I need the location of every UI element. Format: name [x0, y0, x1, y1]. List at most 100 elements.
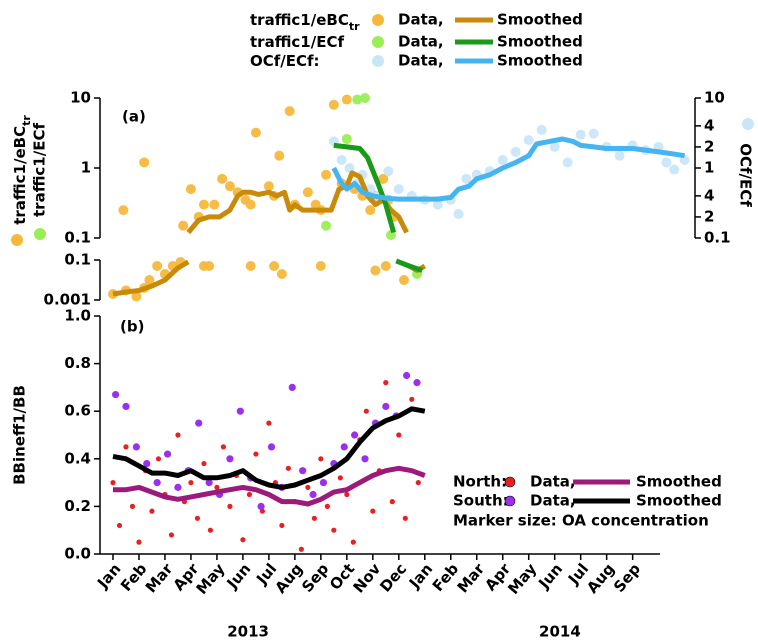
data-point — [276, 268, 287, 279]
legend-label: Data, — [398, 52, 444, 70]
data-point — [340, 443, 348, 451]
legend-label: OCf/ECf: — [250, 52, 320, 70]
year-label: 2013 — [227, 623, 269, 640]
smoothed-line — [331, 136, 685, 202]
data-point — [185, 184, 196, 195]
legend-label: Data, — [530, 473, 576, 491]
year-label: 2014 — [539, 623, 581, 640]
data-point — [351, 431, 359, 439]
data-point — [562, 157, 573, 168]
marks: 0.1 1 10 0.001 0.1 10 4 2 1 4 2 0.1 0.0 0.2 0.4 0.6 0.8 1… — [44, 89, 731, 640]
legend-marker — [372, 36, 384, 48]
data-point — [669, 164, 680, 175]
x-tick-label: Mar — [142, 559, 177, 596]
data-point — [217, 173, 228, 184]
data-point — [122, 402, 130, 411]
x-tick-label: Feb — [429, 560, 463, 595]
data-point — [143, 459, 151, 468]
data-point — [575, 129, 586, 140]
smoothed-line — [113, 465, 426, 507]
legend-marker — [504, 495, 516, 507]
data-point — [413, 379, 421, 387]
y-tick-label: 0.8 — [64, 354, 91, 372]
y2-tick-label: 2 — [704, 137, 714, 155]
data-point — [257, 502, 265, 510]
smoothed-line — [333, 142, 424, 273]
data-point — [321, 220, 332, 231]
data-point — [302, 187, 313, 198]
data-point — [205, 479, 213, 487]
y-tick-label: 0.1 — [64, 229, 91, 247]
annotations: (a) (b) traffic1/eBCtr traffic1/ECf OCf/… — [11, 11, 755, 530]
y2-tick-label: 4 — [704, 186, 714, 204]
data-point — [396, 432, 402, 438]
data-point — [309, 490, 317, 499]
legend-label: Smoothed — [497, 52, 583, 70]
legend-label-text: traffic1/ECf — [250, 33, 344, 51]
data-point — [207, 527, 214, 533]
legend-label: Data, — [398, 33, 444, 51]
data-point — [336, 155, 347, 166]
data-point — [370, 508, 376, 514]
x-tick-label: Mar — [454, 559, 489, 596]
data-point — [136, 539, 142, 545]
data-point — [226, 455, 234, 463]
data-point — [378, 173, 389, 184]
data-point — [129, 503, 136, 509]
data-point — [497, 155, 508, 166]
data-point — [123, 444, 129, 450]
y2-tick-label: 2 — [704, 207, 714, 225]
y-tick-label: 1 — [81, 159, 91, 177]
data-point — [149, 508, 155, 514]
data-point — [380, 261, 391, 272]
data-point — [245, 199, 256, 210]
data-point — [299, 467, 307, 475]
data-point — [175, 432, 181, 438]
x-tick-label: Jun — [223, 560, 255, 593]
data-point — [110, 480, 116, 486]
data-point — [344, 491, 350, 498]
y2-tick-label: 1 — [704, 159, 714, 177]
data-point — [152, 261, 163, 272]
y-tick-label: 0.0 — [64, 545, 91, 563]
legend-label: Smoothed — [636, 473, 722, 491]
y-axis-label-sub: tr — [20, 115, 33, 126]
legend-label: traffic1/eBCtr — [250, 11, 360, 33]
x-tick-label: Jun — [534, 560, 566, 593]
data-point — [324, 503, 330, 509]
data-point — [195, 419, 203, 427]
legend-label: Smoothed — [497, 33, 583, 51]
x-tick-label: Aug — [583, 560, 618, 597]
data-point — [194, 515, 201, 521]
data-point — [389, 499, 395, 505]
data-point — [144, 275, 155, 285]
legend-label-text: traffic1/eBC — [250, 11, 349, 29]
data-point — [240, 537, 246, 543]
y-tick-label: 10 — [70, 89, 91, 107]
data-point — [267, 443, 276, 451]
data-point — [204, 261, 215, 272]
data-point — [245, 261, 256, 272]
data-point — [363, 408, 369, 414]
y-axis-label: traffic1/ECf — [31, 123, 49, 217]
data-point — [386, 230, 397, 241]
data-point — [402, 515, 408, 521]
data-point — [510, 146, 521, 157]
data-point — [350, 539, 356, 545]
data-point — [382, 402, 390, 411]
data-point — [393, 184, 404, 195]
axis-label-key — [742, 118, 754, 130]
data-point — [118, 205, 129, 216]
data-point — [274, 150, 285, 161]
data-point — [227, 503, 233, 509]
data-point — [383, 380, 389, 386]
data-point — [661, 157, 672, 168]
data-point — [319, 479, 328, 487]
data-point — [174, 483, 182, 491]
data-point — [341, 94, 352, 105]
legend-label-sub: tr — [349, 20, 360, 33]
data-point — [328, 99, 339, 110]
y-tick-label: 0.001 — [44, 291, 91, 309]
y-tick-label: 0.6 — [64, 402, 91, 420]
